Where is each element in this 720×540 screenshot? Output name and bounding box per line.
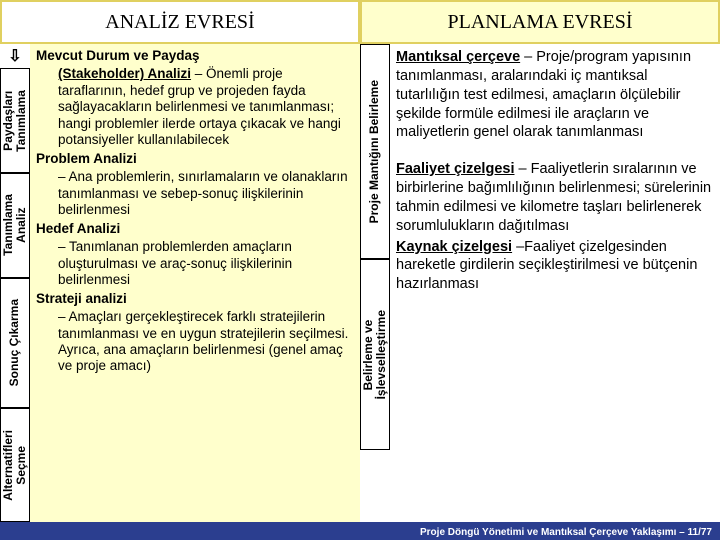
side-r2: Belirleme ve İşlevselleştirme xyxy=(360,259,390,450)
left-p2: Problem Analizi xyxy=(36,151,354,167)
side-l3: Sonuç Çıkarma xyxy=(0,278,30,408)
right-p2: Faaliyet çizelgesi – Faaliyetlerin sıral… xyxy=(396,160,714,235)
right-side-labels: Proje Mantığını Belirleme Belirleme ve İ… xyxy=(360,44,390,522)
left-p3: Hedef Analizi xyxy=(36,221,354,237)
side-l1: Paydaşları Tanımlama xyxy=(0,68,30,173)
right-p3: Kaynak çizelgesi –Faaliyet çizelgesinden… xyxy=(396,238,714,295)
heading-left: ANALİZ EVRESİ xyxy=(0,0,360,44)
side-l4: Alternatifleri Seçme xyxy=(0,408,30,522)
heading-right: PLANLAMA EVRESİ xyxy=(360,0,720,44)
right-text-column: Mantıksal çerçeve – Proje/program yapısı… xyxy=(390,44,720,522)
left-p4: Strateji analizi xyxy=(36,291,354,307)
side-l2: Tanımlama Analiz xyxy=(0,173,30,278)
heading-left-text: ANALİZ EVRESİ xyxy=(105,11,254,34)
left-p1b: (Stakeholder) Analizi – Önemli proje tar… xyxy=(36,66,354,148)
content-area: ⇩ Paydaşları Tanımlama Tanımlama Analiz … xyxy=(0,44,720,522)
slide: ANALİZ EVRESİ PLANLAMA EVRESİ ⇩ Paydaşla… xyxy=(0,0,720,540)
left-text-column: Mevcut Durum ve Paydaş (Stakeholder) Ana… xyxy=(30,44,360,522)
arrow-down-icon: ⇩ xyxy=(0,44,30,68)
right-p1: Mantıksal çerçeve – Proje/program yapısı… xyxy=(396,48,714,142)
heading-right-text: PLANLAMA EVRESİ xyxy=(447,11,632,34)
left-p1: Mevcut Durum ve Paydaş xyxy=(36,48,354,64)
side-r1: Proje Mantığını Belirleme xyxy=(360,44,390,259)
footer: Proje Döngü Yönetimi ve Mantıksal Çerçev… xyxy=(420,527,712,538)
topbar: ANALİZ EVRESİ PLANLAMA EVRESİ xyxy=(0,0,720,44)
left-side-labels: ⇩ Paydaşları Tanımlama Tanımlama Analiz … xyxy=(0,44,30,522)
side-r-spacer xyxy=(360,450,390,522)
